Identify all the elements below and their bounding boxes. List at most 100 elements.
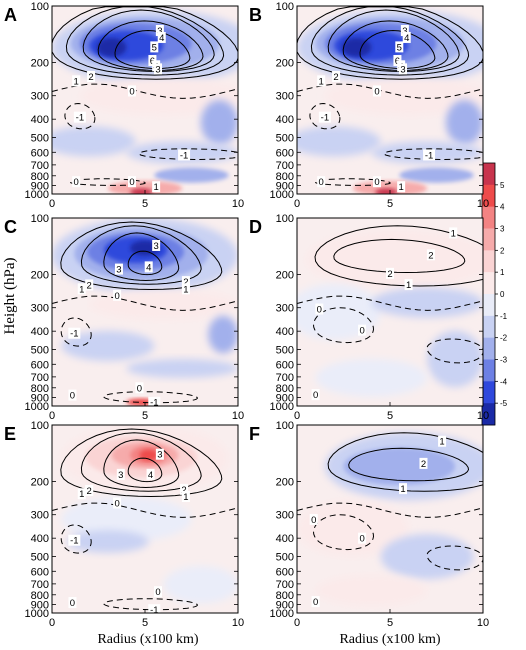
contour-label-bg bbox=[372, 85, 381, 97]
colorbar-tick-label: -2 bbox=[500, 334, 508, 343]
shading-region bbox=[79, 77, 238, 116]
contour-label-bg bbox=[311, 596, 320, 608]
contour-label: -1 bbox=[76, 113, 84, 124]
colorbar-tick-label: -1 bbox=[500, 312, 508, 321]
y-tick-label: 500 bbox=[276, 132, 294, 144]
contour-label-bg bbox=[426, 249, 435, 261]
contour-label-bg bbox=[317, 75, 326, 87]
contour-line-negative bbox=[64, 102, 96, 130]
shading-region bbox=[315, 575, 428, 606]
y-tick-label: 100 bbox=[276, 420, 294, 432]
y-tick-label: 400 bbox=[276, 114, 294, 126]
y-tick-label: 1000 bbox=[25, 401, 49, 413]
contour-line-negative bbox=[103, 391, 198, 404]
contour-line-negative bbox=[312, 514, 375, 551]
y-tick-label: 100 bbox=[276, 213, 294, 225]
colorbar-swatch bbox=[482, 294, 495, 317]
contour-label-bg bbox=[449, 227, 458, 239]
contour-label-bg bbox=[72, 176, 81, 188]
contour-line-zero bbox=[52, 295, 238, 311]
shading-region bbox=[399, 167, 474, 183]
contour-label: 4 bbox=[146, 262, 151, 273]
contour-label: 1 bbox=[183, 492, 188, 503]
contours bbox=[297, 225, 483, 364]
y-tick-label: 600 bbox=[276, 359, 294, 371]
shading-region bbox=[89, 289, 238, 320]
y-tick-label: 1000 bbox=[270, 401, 294, 413]
contour-label-bg bbox=[372, 176, 381, 188]
contour-line-zero bbox=[52, 502, 238, 518]
contour-label: 0 bbox=[137, 383, 142, 394]
contour-label: 3 bbox=[116, 265, 121, 276]
contour-label-bg bbox=[157, 31, 166, 43]
contour-line-positive bbox=[65, 6, 225, 76]
contour-label: 0 bbox=[313, 390, 318, 401]
y-tick-label: 500 bbox=[31, 132, 49, 144]
contour-label-bg bbox=[148, 396, 161, 408]
y-tick-label: 900 bbox=[31, 392, 49, 404]
shading-region bbox=[375, 188, 398, 194]
shading-region bbox=[200, 100, 238, 146]
shading-region bbox=[297, 283, 381, 341]
shading-region bbox=[208, 315, 238, 354]
contour-label: 4 bbox=[148, 470, 153, 481]
colorbar-swatch bbox=[482, 272, 495, 295]
colorbar-tick-label: -3 bbox=[500, 356, 508, 365]
panel-label: E bbox=[4, 424, 16, 444]
contour-label: 1 bbox=[79, 489, 84, 500]
contour-label-bg bbox=[178, 149, 191, 161]
contour-label: 1 bbox=[154, 182, 159, 193]
y-tick-label: 500 bbox=[31, 344, 49, 356]
colorbar-swatch bbox=[482, 315, 495, 338]
contour-label-bg bbox=[152, 181, 161, 193]
contour-line-positive bbox=[314, 225, 483, 287]
y-tick-label: 600 bbox=[31, 566, 49, 578]
contour-line-negative bbox=[60, 317, 92, 347]
contour-label: 1 bbox=[406, 280, 411, 291]
contour-line-positive bbox=[333, 238, 466, 274]
contour-label-bg bbox=[315, 303, 324, 315]
contour-label: 2 bbox=[387, 269, 392, 280]
y-tick-label: 700 bbox=[31, 579, 49, 591]
contour-label-bg bbox=[85, 279, 94, 291]
y-tick-label: 200 bbox=[276, 270, 294, 282]
contour-label: 4 bbox=[159, 33, 164, 44]
contour-label: 0 bbox=[359, 534, 364, 545]
contour-label-bg bbox=[155, 25, 164, 37]
x-tick-label: 5 bbox=[142, 410, 148, 422]
contour-line-positive bbox=[327, 9, 460, 73]
contour-line-positive bbox=[80, 432, 202, 492]
x-tick-label: 5 bbox=[142, 617, 148, 629]
contour-label-bg bbox=[402, 31, 411, 43]
shading-region bbox=[130, 188, 153, 194]
contour-label-bg bbox=[318, 111, 331, 123]
contour-label: 0 bbox=[129, 177, 134, 188]
y-tick-label: 100 bbox=[276, 1, 294, 13]
contour-label-bg bbox=[152, 239, 161, 251]
contour-label-bg bbox=[395, 41, 404, 53]
contour-label-bg bbox=[155, 448, 164, 460]
contour-line-negative bbox=[309, 102, 341, 130]
contour-label: 0 bbox=[70, 391, 75, 402]
contour-label-bg bbox=[135, 382, 144, 394]
x-axis-title-right: Radius (x100 km) bbox=[339, 632, 440, 647]
contour-label: 3 bbox=[155, 64, 160, 75]
contour-label: 0 bbox=[359, 326, 364, 337]
contour-label: 1 bbox=[451, 228, 456, 239]
contour-label: 3 bbox=[154, 241, 159, 252]
contour-line-positive bbox=[310, 6, 470, 76]
x-tick-label: 10 bbox=[477, 198, 489, 210]
contour-label-bg bbox=[114, 263, 123, 275]
contour-line-zero bbox=[297, 295, 483, 311]
y-tick-label: 200 bbox=[31, 477, 49, 489]
panel-label: B bbox=[249, 5, 262, 25]
panel-b: 345643210-1-1001B10020030040050060070080… bbox=[249, 1, 489, 210]
contour-label-bg bbox=[358, 532, 367, 544]
shading-region bbox=[371, 287, 483, 318]
contour-label-bg bbox=[68, 389, 77, 401]
panel-label: A bbox=[4, 5, 17, 25]
colorbar-tick-label: -5 bbox=[500, 399, 508, 408]
contour-line-zero bbox=[297, 502, 483, 518]
y-tick-label: 200 bbox=[276, 477, 294, 489]
